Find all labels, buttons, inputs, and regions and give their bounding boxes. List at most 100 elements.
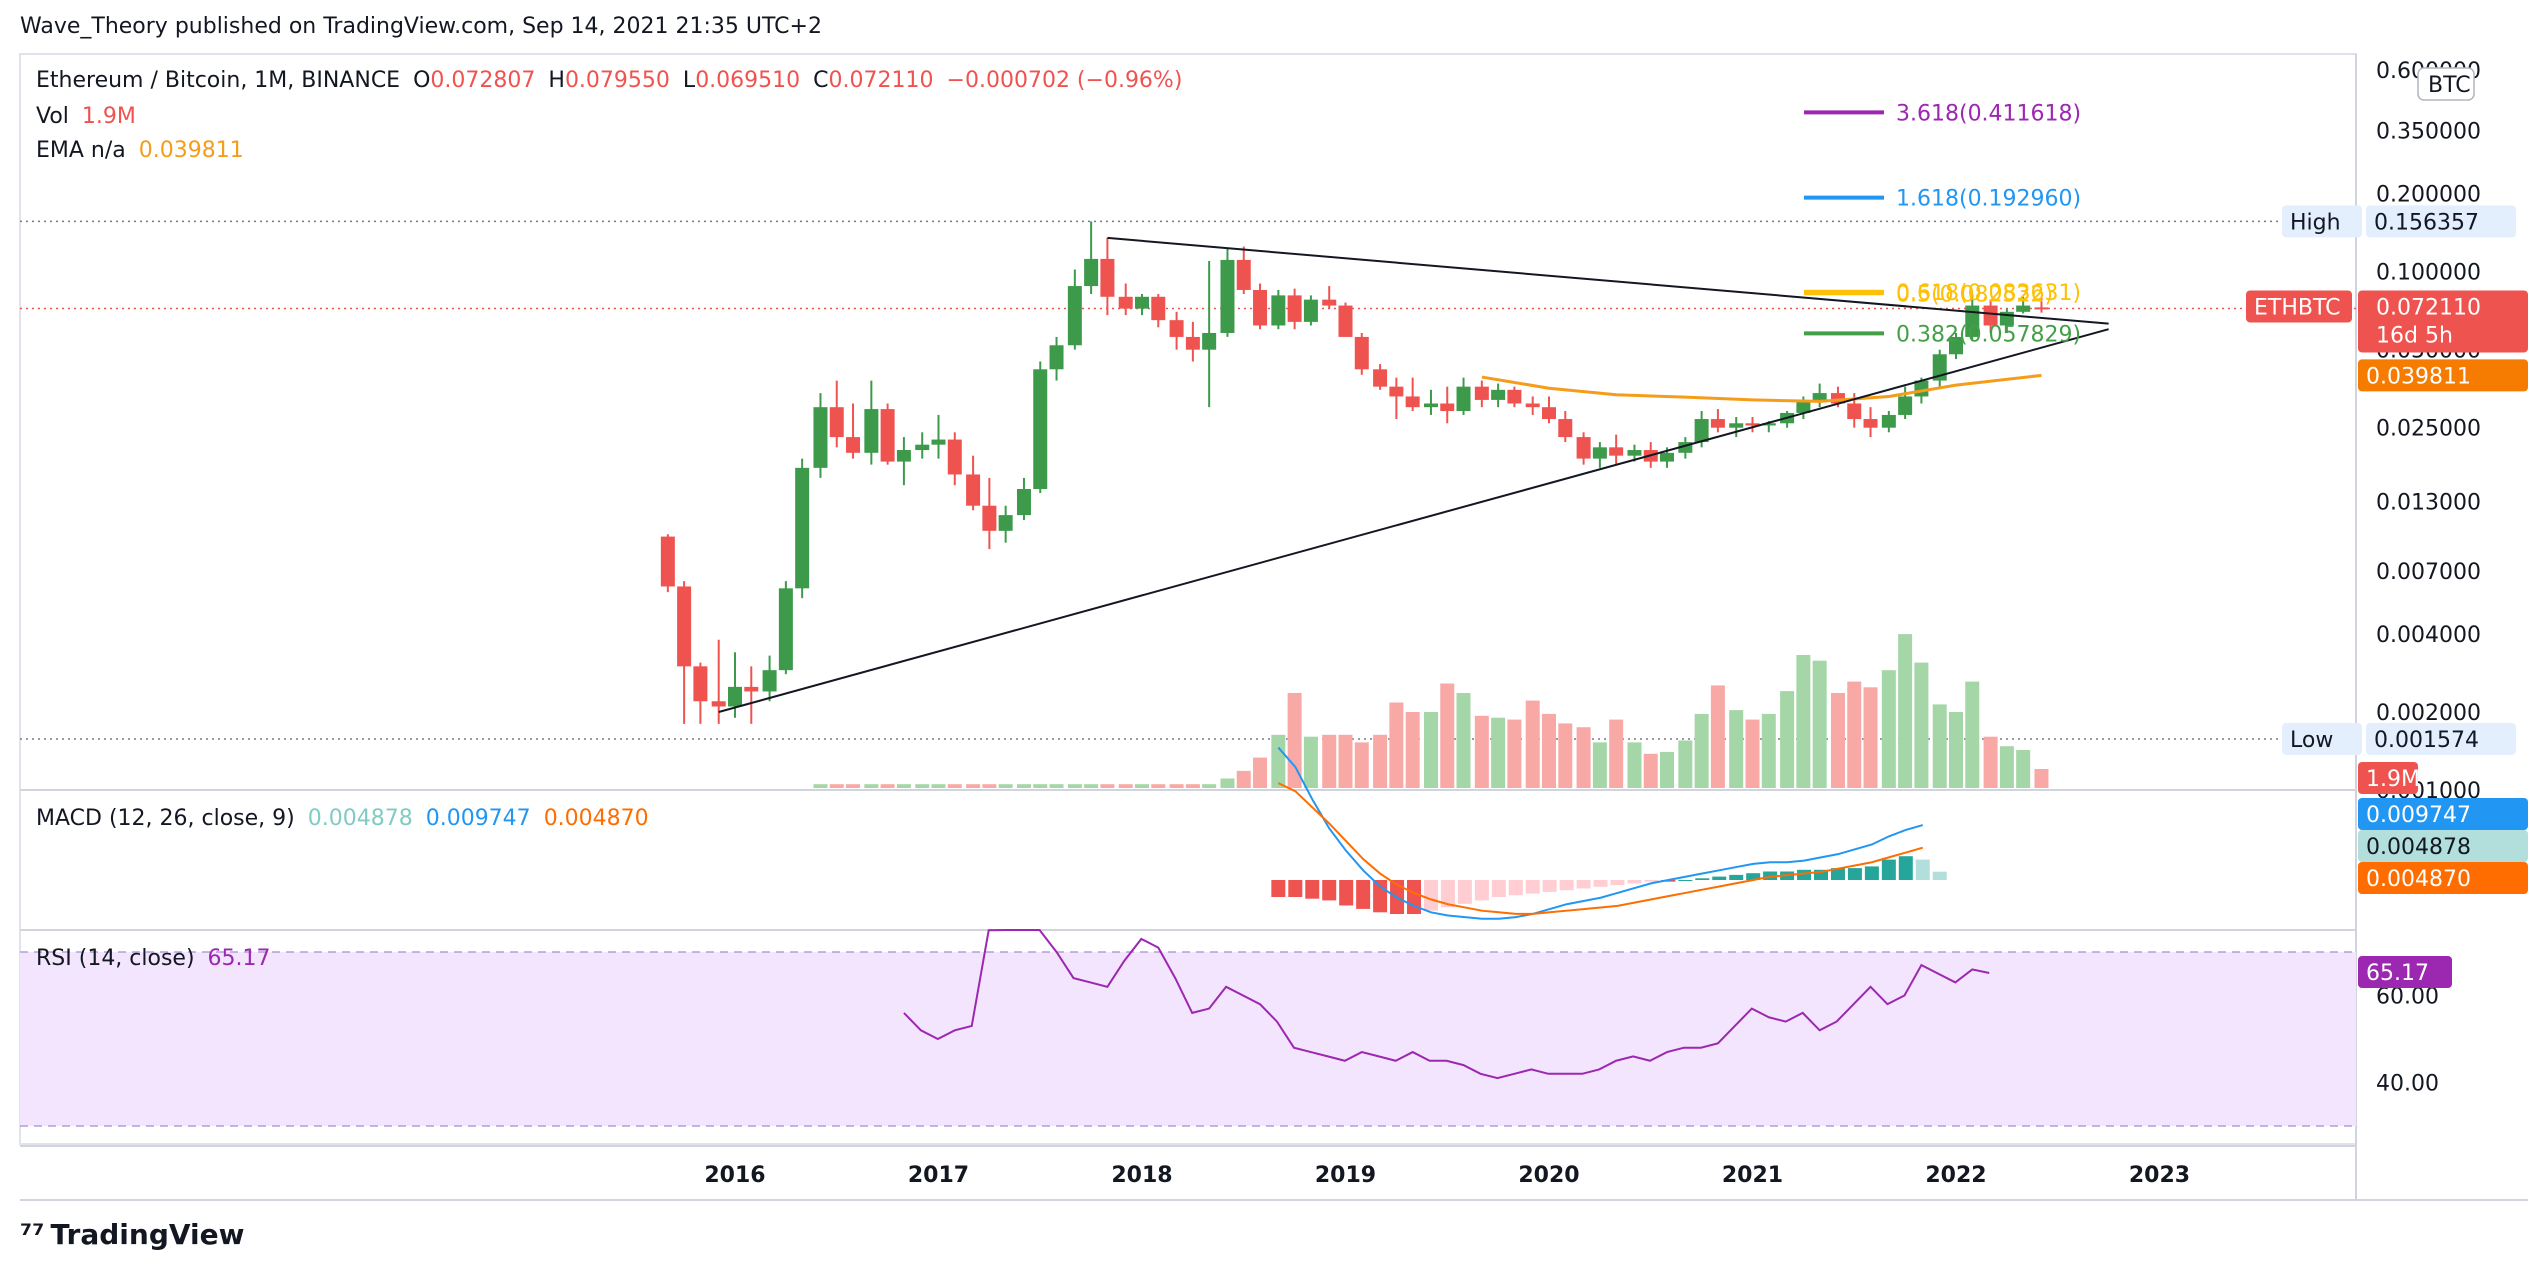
- tradingview-brand[interactable]: ⁷⁷ TradingView: [20, 1218, 245, 1251]
- volume-bar: [1084, 784, 1099, 788]
- macd-hist-bar: [1525, 880, 1540, 894]
- volume-bar: [1932, 704, 1947, 788]
- volume-bar: [1322, 734, 1337, 788]
- macd-hist-bar: [1678, 880, 1693, 881]
- volume-bar: [2016, 750, 2031, 788]
- volume-bar: [1220, 778, 1235, 788]
- ema-badge-bg: [2358, 359, 2528, 392]
- candle-body: [1983, 305, 1998, 326]
- rsi-label: RSI (14, close): [36, 946, 195, 971]
- macd-label: MACD (12, 26, close, 9): [36, 806, 295, 831]
- candle-body: [1338, 305, 1353, 337]
- time-tick-label: 2019: [1315, 1163, 1376, 1188]
- candle-body: [829, 407, 844, 438]
- open-value: 0.072807: [430, 68, 536, 93]
- macd-legend[interactable]: MACD (12, 26, close, 9) 0.004878 0.00974…: [36, 806, 655, 831]
- candle-body: [1660, 452, 1675, 462]
- macd-hist-bar: [1474, 880, 1489, 901]
- macd-line: [1277, 746, 1924, 920]
- symbol-title[interactable]: Ethereum / Bitcoin, 1M, BINANCE: [36, 68, 401, 93]
- volume-bar: [1016, 784, 1031, 788]
- macd-hist-bar: [1763, 871, 1778, 880]
- macd-hist-bar: [1322, 880, 1337, 901]
- ohlc-high: H0.079550: [548, 68, 670, 93]
- fib-level-label: 0.382(0.057829): [1896, 322, 2081, 347]
- volume-legend[interactable]: Vol 1.9M: [36, 104, 142, 129]
- ema-badge: 0.039811: [2366, 364, 2471, 389]
- candle-body: [966, 474, 981, 506]
- candle-body: [1220, 259, 1235, 333]
- volume-bar: [1525, 700, 1540, 788]
- candle-body: [982, 505, 997, 531]
- candle-body: [1694, 419, 1709, 443]
- candle-layer: [660, 221, 2049, 724]
- volume-bar: [947, 784, 962, 788]
- volume-bar: [931, 784, 946, 788]
- rsi-value-badge-bg: [2358, 956, 2452, 988]
- upper-trendline: [1107, 236, 2109, 325]
- volume-badge-bg: [2358, 762, 2418, 794]
- volume-bar: [1863, 687, 1878, 788]
- time-tick-label: 2020: [1518, 1163, 1579, 1188]
- volume-bar: [1983, 736, 1998, 788]
- macd-value: 0.009747: [425, 806, 531, 831]
- volume-bar: [1643, 753, 1658, 788]
- volume-bar: [1253, 757, 1268, 788]
- candle-body: [2034, 307, 2049, 310]
- macd-hist-bar: [1373, 880, 1388, 913]
- volume-bar: [1033, 784, 1048, 788]
- macd-hist-bar: [1864, 866, 1879, 880]
- last-price-value: 0.072110: [2376, 295, 2481, 320]
- macd-hist-bar: [1288, 880, 1303, 897]
- volume-bar: [1812, 660, 1827, 788]
- ema-legend[interactable]: EMA n/a 0.039811: [36, 138, 250, 163]
- volume-badge: 1.9M: [2366, 767, 2420, 792]
- candle-body: [693, 666, 708, 702]
- candle-body: [1761, 423, 1776, 426]
- low-badge-value-bg: [2366, 722, 2516, 755]
- volume-bar: [1949, 712, 1963, 788]
- volume-bar: [1405, 712, 1420, 788]
- volume-bar: [966, 784, 981, 788]
- signal-line: [1277, 782, 1924, 915]
- price-tick-label: 0.350000: [2376, 120, 2481, 145]
- macd-hist-bar: [1712, 876, 1727, 880]
- high-label: H: [548, 68, 565, 93]
- ema-label: EMA n/a: [36, 138, 126, 163]
- rsi-legend[interactable]: RSI (14, close) 65.17: [36, 946, 277, 971]
- rsi-value-badge: 65.17: [2366, 961, 2429, 986]
- volume-bar: [1118, 784, 1133, 788]
- vol-label: Vol: [36, 104, 69, 129]
- volume-bar: [1507, 719, 1522, 788]
- rsi-tick-label: 60.00: [2376, 985, 2439, 1010]
- symbol-badge-bg: [2246, 290, 2352, 323]
- candle-body: [1745, 423, 1760, 426]
- candle-body: [1542, 407, 1556, 420]
- fib-level-label: 0.618(0.083631): [1896, 281, 2081, 306]
- macd-layer: [1271, 746, 1947, 920]
- macd-hist-bar: [1423, 880, 1438, 911]
- volume-bar: [1761, 713, 1776, 788]
- volume-bar: [1491, 717, 1506, 788]
- macd-signal-badge-bg: [2358, 862, 2528, 894]
- candle-body: [1322, 299, 1337, 306]
- time-tick-label: 2017: [908, 1163, 969, 1188]
- rsi-tick-label: 40.00: [2376, 1072, 2439, 1097]
- candle-body: [1456, 386, 1471, 411]
- volume-bar: [1338, 734, 1353, 788]
- volume-bar: [915, 784, 930, 788]
- price-tick-label: 0.200000: [2376, 183, 2481, 208]
- candle-body: [1440, 403, 1455, 411]
- volume-bar: [1423, 712, 1438, 788]
- volume-bar: [1440, 683, 1455, 788]
- high-badge-label: High: [2290, 210, 2341, 235]
- symbol-badge: ETHBTC: [2254, 295, 2341, 320]
- volume-bar: [864, 784, 879, 788]
- macd-hist-bar: [1559, 880, 1574, 891]
- candle-body: [1354, 336, 1369, 370]
- macd-hist-value: 0.004878: [307, 806, 413, 831]
- candle-body: [1609, 447, 1624, 456]
- rsi-layer: [903, 929, 1990, 1080]
- fib-level-label: 0.5(0.082522): [1896, 282, 2053, 307]
